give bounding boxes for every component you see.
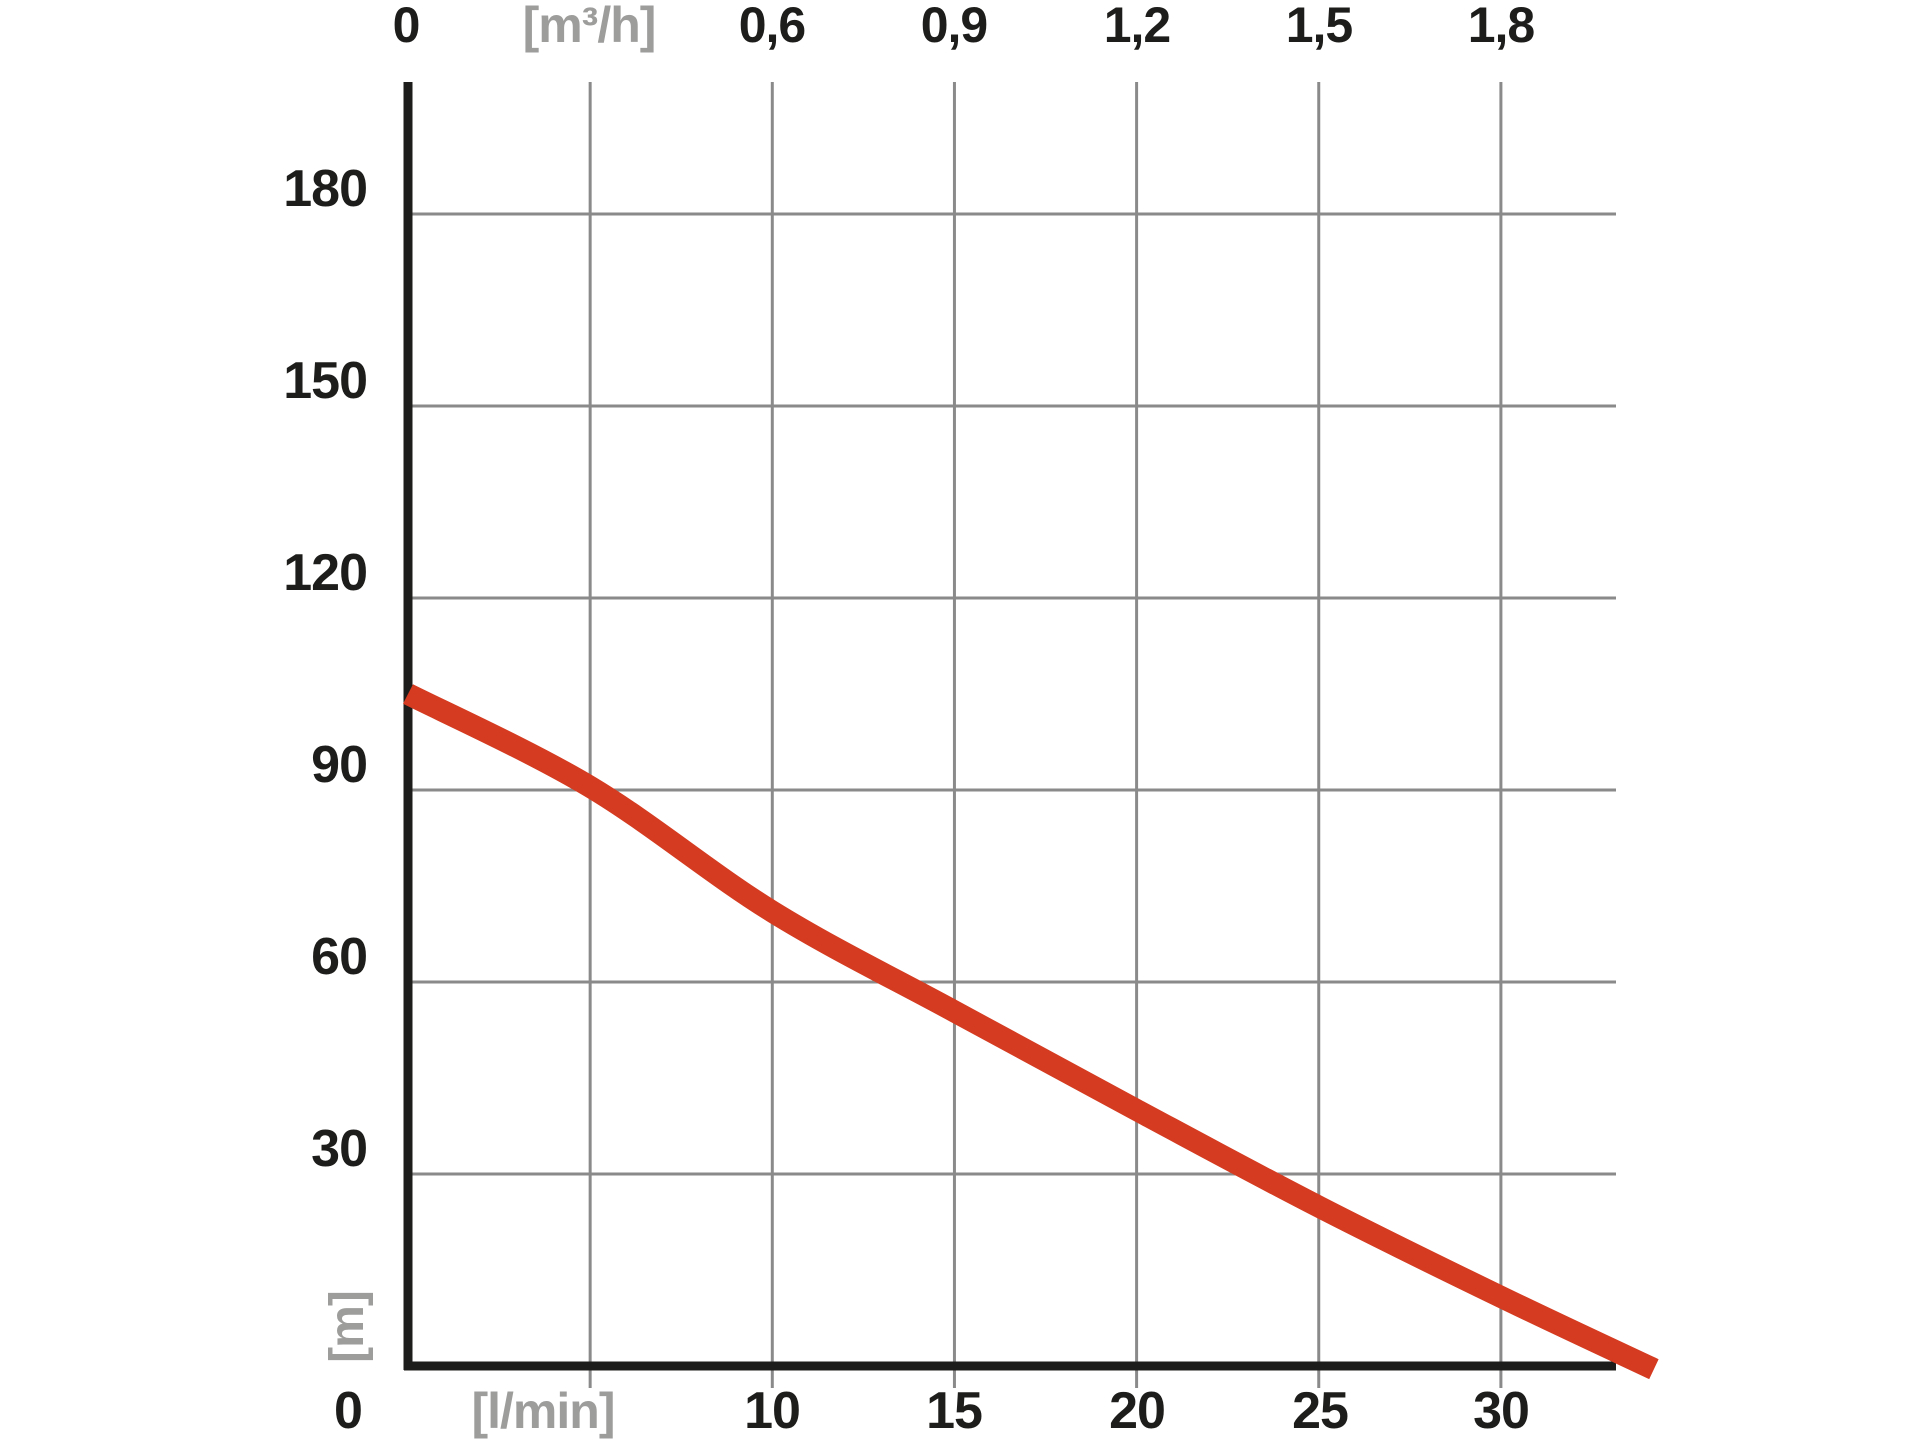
top-axis-tick-label: 0,6 — [738, 0, 807, 53]
top-axis-origin-label: 0 — [392, 0, 421, 53]
left-axis-tick-label: 120 — [283, 544, 368, 602]
top-axis-tick-label: 1,8 — [1467, 0, 1536, 53]
left-axis-unit-label: [m] — [321, 1291, 374, 1363]
bottom-axis-unit-label: [l/min] — [471, 1383, 616, 1439]
left-axis-tick-label: 90 — [311, 736, 368, 794]
bottom-axis-tick-label: 15 — [926, 1382, 983, 1440]
left-axis-tick-label: 150 — [283, 352, 368, 410]
top-axis-tick-label: 1,5 — [1285, 0, 1354, 53]
bottom-axis-tick-label: 20 — [1109, 1382, 1166, 1440]
bottom-axis-tick-label: 30 — [1473, 1382, 1530, 1440]
bottom-axis-tick-label: 10 — [744, 1382, 801, 1440]
pump-curve — [403, 684, 1659, 1380]
left-axis-tick-label: 30 — [311, 1120, 368, 1178]
top-axis-unit-label: [m³/h] — [522, 0, 657, 53]
left-axis-tick-label: 180 — [283, 160, 368, 218]
top-axis-tick-label: 1,2 — [1103, 0, 1172, 53]
top-axis-tick-label: 0,9 — [920, 0, 989, 53]
bottom-axis-tick-label: 25 — [1292, 1382, 1349, 1440]
left-axis-tick-label: 60 — [311, 928, 368, 986]
origin-label: 0 — [334, 1382, 363, 1440]
